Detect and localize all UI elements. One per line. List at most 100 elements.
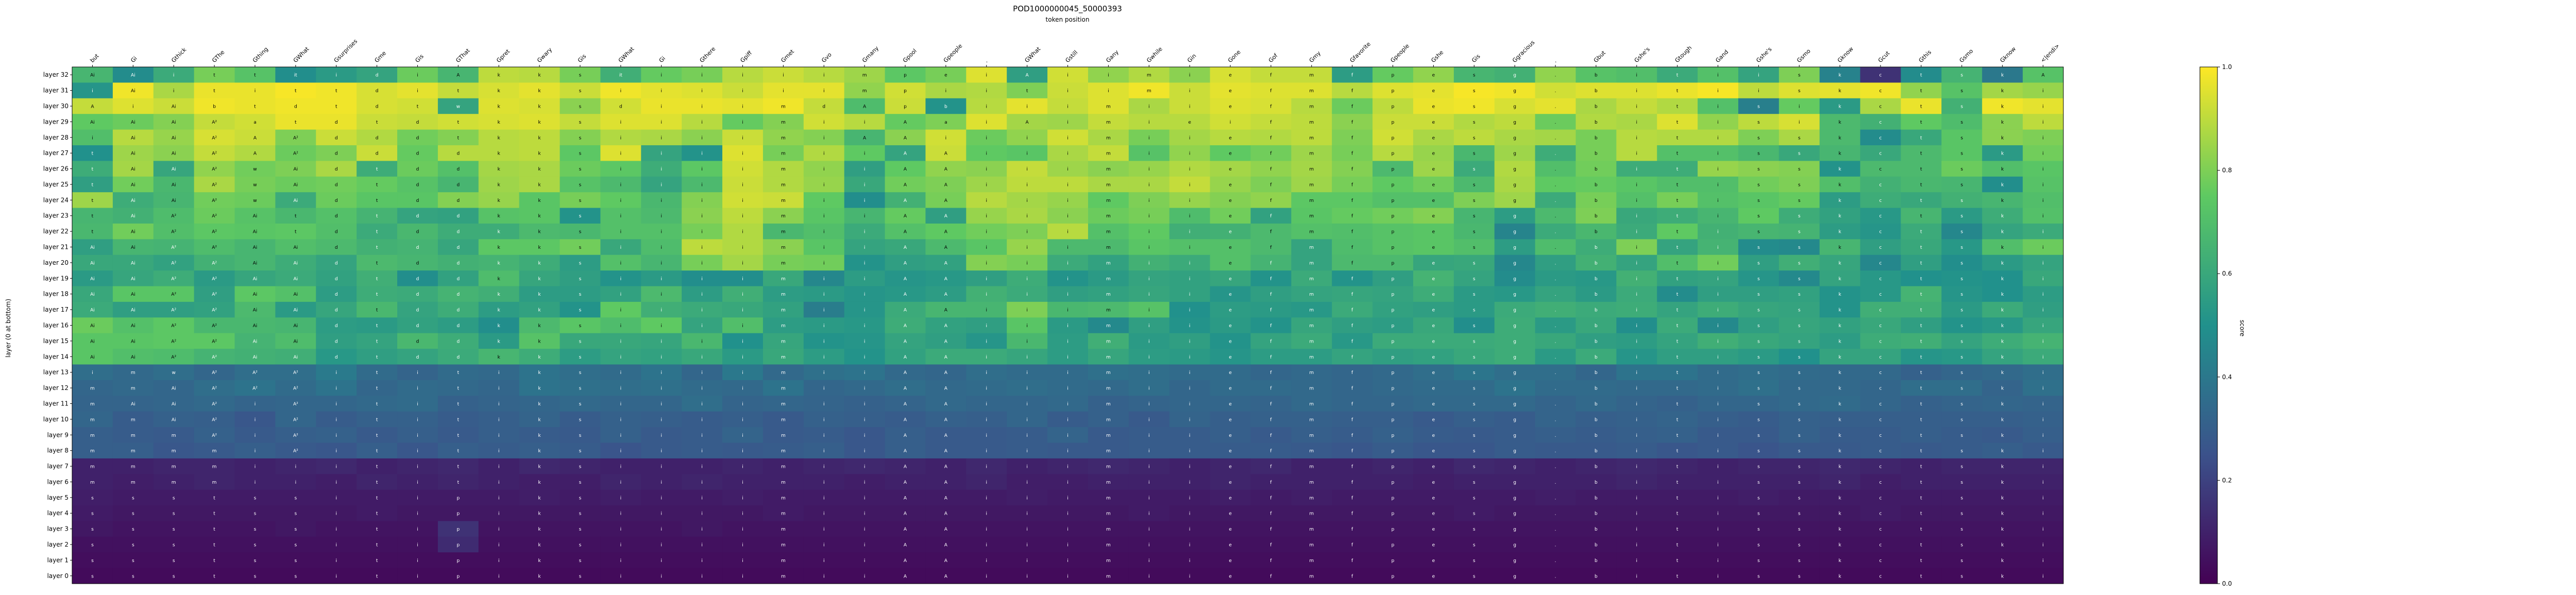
heatmap-cell-label: t [1676,277,1679,282]
heatmap-cell [1819,82,1861,99]
heatmap-cell-label: i [1067,104,1069,109]
x-tick-label: Gpeople [942,42,964,64]
heatmap-cell-label: g [1513,558,1516,564]
heatmap-cell [1088,98,1129,114]
heatmap-cell-label: m [212,449,217,454]
heatmap-cell-label: s [1960,167,1963,172]
heatmap-cell-label: t [1920,527,1922,532]
heatmap-cell-label: t [376,182,378,188]
heatmap-cell-label: i [1148,277,1150,282]
heatmap-cell-label: i [1189,433,1191,438]
heatmap-cell-label: b [1595,339,1598,344]
heatmap-cell [437,223,479,240]
heatmap-cell [1250,129,1292,146]
heatmap-cell-label: i [1717,386,1719,392]
heatmap-cell-label: c [1879,73,1882,78]
heatmap-cell-label: A [904,230,907,235]
heatmap-cell-label: t [1920,214,1922,219]
heatmap-cell-label: i [823,135,825,141]
heatmap-cell-label: Ai [172,135,176,141]
heatmap-cell-label: d [416,339,419,344]
heatmap-cell-label: p [1392,543,1395,548]
heatmap-cell [1332,145,1373,161]
heatmap-cell-label: i [701,433,703,438]
heatmap-cell-label: e [1229,308,1232,313]
heatmap-cell [478,67,520,83]
heatmap-cell-label: m [1106,261,1111,266]
heatmap-cell-label: t [376,417,378,422]
heatmap-cell [1372,82,1414,99]
heatmap-cell-label: A [944,198,948,203]
x-axis-label: token position [1046,16,1090,23]
heatmap-cell [1047,129,1089,146]
heatmap-cell [1128,98,1170,114]
heatmap-cell-label: b [1595,433,1598,438]
heatmap-cell [357,223,398,240]
heatmap-cell [437,98,479,114]
heatmap-cell-label: m [1106,496,1111,501]
heatmap-cell-label: A [944,512,948,517]
heatmap-cell [885,114,926,130]
heatmap-cell-label: t [1676,339,1679,344]
heatmap-cell [966,208,1007,224]
heatmap-cell-label: i [498,402,500,407]
heatmap-cell [1372,98,1414,114]
heatmap-cell-label: p [1392,308,1395,313]
heatmap-cell-label: i [1717,433,1719,438]
heatmap-cell [1819,129,1861,146]
heatmap-cell-label: i [498,512,500,517]
heatmap-cell-label: i [1717,292,1719,297]
heatmap-cell-label: m [1309,574,1314,579]
heatmap-cell-label: d [416,167,419,172]
heatmap-cell [112,145,154,161]
heatmap-cell-label: p [1392,324,1395,329]
heatmap-cell-label: e [1432,182,1435,188]
heatmap-cell-label: s [1473,135,1476,141]
heatmap-cell [682,176,723,193]
heatmap-cell-label: s [1757,496,1760,501]
heatmap-cell-label: i [2042,543,2044,548]
heatmap-cell [519,82,561,99]
heatmap-cell-label: k [2001,73,2004,78]
heatmap-cell [1535,98,1576,114]
heatmap-cell [397,176,438,193]
x-tick-label: Gknow [1836,45,1855,64]
heatmap-cell [357,192,398,209]
heatmap-cell-label: s [1798,370,1801,376]
heatmap-cell [1982,82,2023,99]
heatmap-cell-label: m [90,417,95,422]
heatmap-cell-label: i [1026,151,1028,157]
heatmap-cell-label: i [701,167,703,172]
x-tick-label: GWhat [1024,45,1042,64]
heatmap-cell-label: Ai [293,198,298,203]
heatmap-cell-label: A [904,324,907,329]
heatmap-cell-label: s [1960,277,1963,282]
heatmap-cell-label: i [92,89,93,94]
heatmap-cell [641,239,682,256]
heatmap-cell-label: i [864,512,866,517]
heatmap-cell [519,254,561,271]
heatmap-cell-label: . [1555,324,1556,329]
heatmap-cell-label: i [864,277,866,282]
heatmap-cell-label: i [335,417,337,422]
heatmap-cell-label: g [1513,135,1516,141]
heatmap-cell-label: k [2001,386,2004,392]
heatmap-cell [682,208,723,224]
heatmap-cell-label: k [538,355,541,360]
heatmap-cell-label: m [1309,324,1314,329]
heatmap-cell [2023,82,2064,99]
heatmap-cell-label: Ai [90,120,95,125]
heatmap-cell-label: m [1309,465,1314,470]
heatmap-cell [1250,208,1292,224]
heatmap-cell-label: i [986,135,987,141]
heatmap-cell [72,176,113,193]
heatmap-cell-label: e [1229,558,1232,564]
heatmap-cell [194,67,235,83]
heatmap-cell-label: A [944,308,948,313]
heatmap-cell-label: s [1798,308,1801,313]
heatmap-cell-label: c [1879,527,1882,532]
x-tick-label: Gi [129,55,138,64]
heatmap-cell-label: t [376,449,378,454]
heatmap-cell-label: m [212,480,217,485]
heatmap-cell-label: s [1960,449,1963,454]
